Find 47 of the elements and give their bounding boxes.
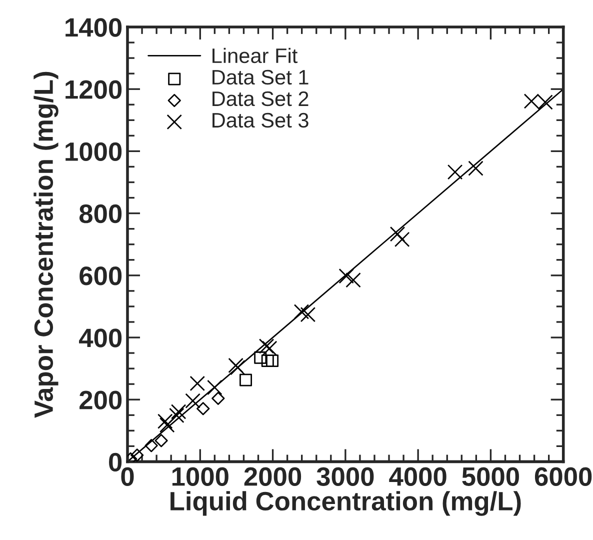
point: [338, 268, 354, 284]
point: [254, 351, 267, 364]
x-tick-label: 5000: [462, 467, 519, 486]
x-tick-label: 1000: [172, 467, 228, 486]
y-tick-label: 600: [80, 266, 122, 286]
point: [185, 393, 200, 408]
y-tick-label: 800: [79, 204, 122, 224]
point: [262, 340, 278, 356]
point: [154, 434, 168, 448]
y-tick-label: 0: [109, 452, 122, 472]
point: [390, 226, 406, 242]
point: [207, 380, 222, 396]
point: [159, 417, 175, 433]
point: [130, 448, 144, 462]
y-tick-label: 400: [79, 328, 122, 348]
point: [261, 354, 274, 368]
point: [447, 164, 463, 180]
y-tick-label: 1200: [66, 80, 122, 99]
x-axis-title: Liquid Concentration (mg/L): [170, 491, 521, 516]
legend-label: Linear Fit: [212, 48, 298, 64]
y-tick-label: 1000: [66, 142, 122, 162]
point: [169, 408, 184, 424]
point: [212, 392, 225, 405]
point: [394, 232, 410, 248]
y-axis-title: Vapor Concentration (mg/L): [34, 72, 58, 418]
point: [196, 402, 210, 416]
point: [468, 160, 484, 176]
y-tick-label: 1400: [66, 18, 122, 37]
point: [294, 304, 310, 320]
x-tick-label: 4000: [389, 467, 446, 486]
point: [240, 374, 252, 386]
point: [170, 404, 186, 420]
legend-label: Data Set 1: [212, 70, 308, 85]
y-tick-label: 200: [80, 390, 122, 410]
legend-label: Data Set 2: [212, 91, 308, 106]
point: [157, 414, 173, 429]
x-tick-label: 0: [121, 467, 134, 486]
x-tick-label: 3000: [316, 467, 374, 486]
x-tick-label: 2000: [244, 467, 302, 486]
point: [190, 376, 206, 392]
point: [144, 438, 158, 452]
point: [258, 338, 274, 354]
point: [300, 306, 316, 322]
legend-label: Data Set 3: [212, 112, 308, 128]
point: [266, 354, 279, 368]
point: [346, 272, 361, 288]
x-tick-label: 6000: [534, 467, 592, 486]
